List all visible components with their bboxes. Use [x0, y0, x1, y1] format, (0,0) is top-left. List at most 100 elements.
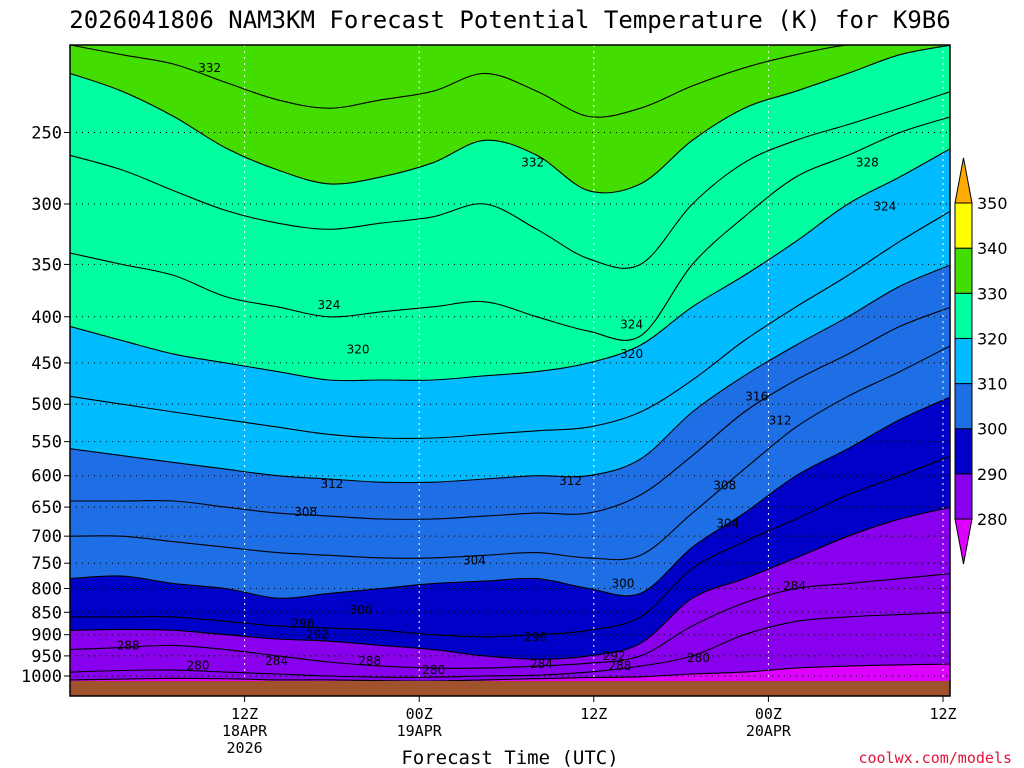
contour-label-320: 320: [620, 347, 643, 361]
isentrope-308: [70, 306, 950, 520]
y-tick-label-850: 850: [31, 603, 62, 623]
contour-label-284: 284: [783, 579, 806, 593]
contour-label-312: 312: [559, 474, 582, 488]
contour-label-284: 284: [265, 654, 288, 668]
y-tick-label-650: 650: [31, 498, 62, 518]
legend-swatch-320: [954, 292, 973, 339]
y-tick-label-800: 800: [31, 580, 62, 600]
contour-label-332: 332: [521, 156, 544, 170]
contour-label-296: 296: [291, 617, 314, 631]
plot-area: [70, 45, 950, 696]
contour-label-312: 312: [769, 413, 792, 427]
legend-arrow-top: [954, 157, 973, 204]
contour-label-300: 300: [611, 577, 634, 591]
legend-label-300: 300: [977, 420, 1008, 439]
legend-arrow-bottom: [954, 518, 973, 565]
x-tick-label-4-0: 12Z: [929, 705, 956, 723]
x-tick-label-0-2: 2026: [227, 739, 263, 757]
contour-label-308: 308: [294, 505, 317, 519]
isentrope-324: [70, 116, 950, 341]
legend-label-330: 330: [977, 284, 1008, 303]
legend-swatch-310: [954, 337, 973, 385]
contour-label-288: 288: [117, 638, 140, 652]
y-tick-label-300: 300: [31, 195, 62, 215]
y-tick-label-700: 700: [31, 527, 62, 547]
y-tick-label-950: 950: [31, 647, 62, 667]
isentrope-contours: [70, 45, 950, 682]
legend-swatch-340: [954, 202, 973, 249]
contour-label-280: 280: [687, 651, 710, 665]
isentrope-312: [70, 264, 950, 484]
contour-label-300: 300: [350, 603, 373, 617]
legend-swatch-280: [954, 473, 973, 520]
legend-swatch-330: [954, 247, 973, 294]
y-tick-label-750: 750: [31, 554, 62, 574]
contour-label-324: 324: [873, 200, 896, 214]
isentrope-320: [70, 148, 950, 382]
isentrope-328: [70, 91, 950, 269]
isentrope-284: [70, 611, 950, 678]
x-tick-label-1-1: 19APR: [397, 722, 443, 740]
isentrope-288: [70, 573, 950, 669]
isentrope-304: [70, 345, 950, 561]
x-axis-label: Forecast Time (UTC): [401, 747, 618, 768]
band-fill-336: [70, 45, 950, 118]
x-tick-label-3-0: 00Z: [755, 705, 782, 723]
legend-label-290: 290: [977, 465, 1008, 484]
isentrope-300: [70, 396, 950, 599]
credit-link[interactable]: coolwx.com/models: [858, 749, 1012, 767]
contour-label-324: 324: [620, 318, 643, 332]
contour-label-288: 288: [358, 654, 381, 668]
legend-label-350: 350: [977, 194, 1008, 213]
legend-label-320: 320: [977, 329, 1008, 348]
x-tick-label-3-1: 20APR: [746, 722, 792, 740]
y-tick-label-450: 450: [31, 354, 62, 374]
contour-label-312: 312: [320, 477, 343, 491]
isentrope-332: [70, 45, 950, 194]
contour-label-316: 316: [745, 389, 768, 403]
contour-label-332: 332: [198, 61, 221, 75]
contour-label-280: 280: [422, 663, 445, 677]
legend-label-280: 280: [977, 510, 1008, 529]
plot-frame: [69, 44, 951, 697]
y-tick-label-900: 900: [31, 626, 62, 646]
y-tick-label-400: 400: [31, 308, 62, 328]
grid-lines: [70, 45, 950, 696]
isentrope-292: [70, 506, 950, 660]
contour-label-292: 292: [603, 649, 626, 663]
contour-label-280: 280: [187, 658, 210, 672]
ground-surface: [70, 681, 950, 696]
y-tick-label-550: 550: [31, 433, 62, 453]
contour-label-324: 324: [318, 298, 341, 312]
contour-label-288: 288: [609, 659, 632, 673]
x-tick-label-2-0: 12Z: [580, 705, 607, 723]
y-tick-label-600: 600: [31, 467, 62, 487]
y-tick-label-250: 250: [31, 123, 62, 143]
y-tick-label-500: 500: [31, 395, 62, 415]
isentrope-296: [70, 455, 950, 638]
contour-label-320: 320: [347, 343, 370, 357]
x-tick-label-0-0: 12Z: [231, 705, 258, 723]
legend-swatch-300: [954, 383, 973, 430]
legend-label-340: 340: [977, 239, 1008, 258]
contour-label-304: 304: [716, 517, 739, 531]
y-tick-label-1000: 1000: [21, 667, 62, 687]
x-tick-label-1-0: 00Z: [406, 705, 433, 723]
isentrope-336: [70, 45, 950, 118]
isentrope-316: [70, 210, 950, 439]
legend-swatch-290: [954, 428, 973, 475]
y-axis: 250 300 350 400 450 500 550 600 650 700 750 800 850 9…: [21, 123, 70, 687]
x-tick-label-0-1: 18APR: [222, 722, 268, 740]
contour-label-304: 304: [463, 554, 486, 568]
contour-label-296: 296: [524, 630, 547, 644]
legend-label-310: 310: [977, 375, 1008, 394]
contour-label-292: 292: [306, 628, 329, 642]
contour-label-308: 308: [713, 478, 736, 492]
isentrope-280: [70, 663, 950, 682]
contour-label-328: 328: [856, 156, 879, 170]
chart-title: 2026041806 NAM3KM Forecast Potential Tem…: [69, 6, 950, 34]
color-bands: [70, 45, 950, 682]
